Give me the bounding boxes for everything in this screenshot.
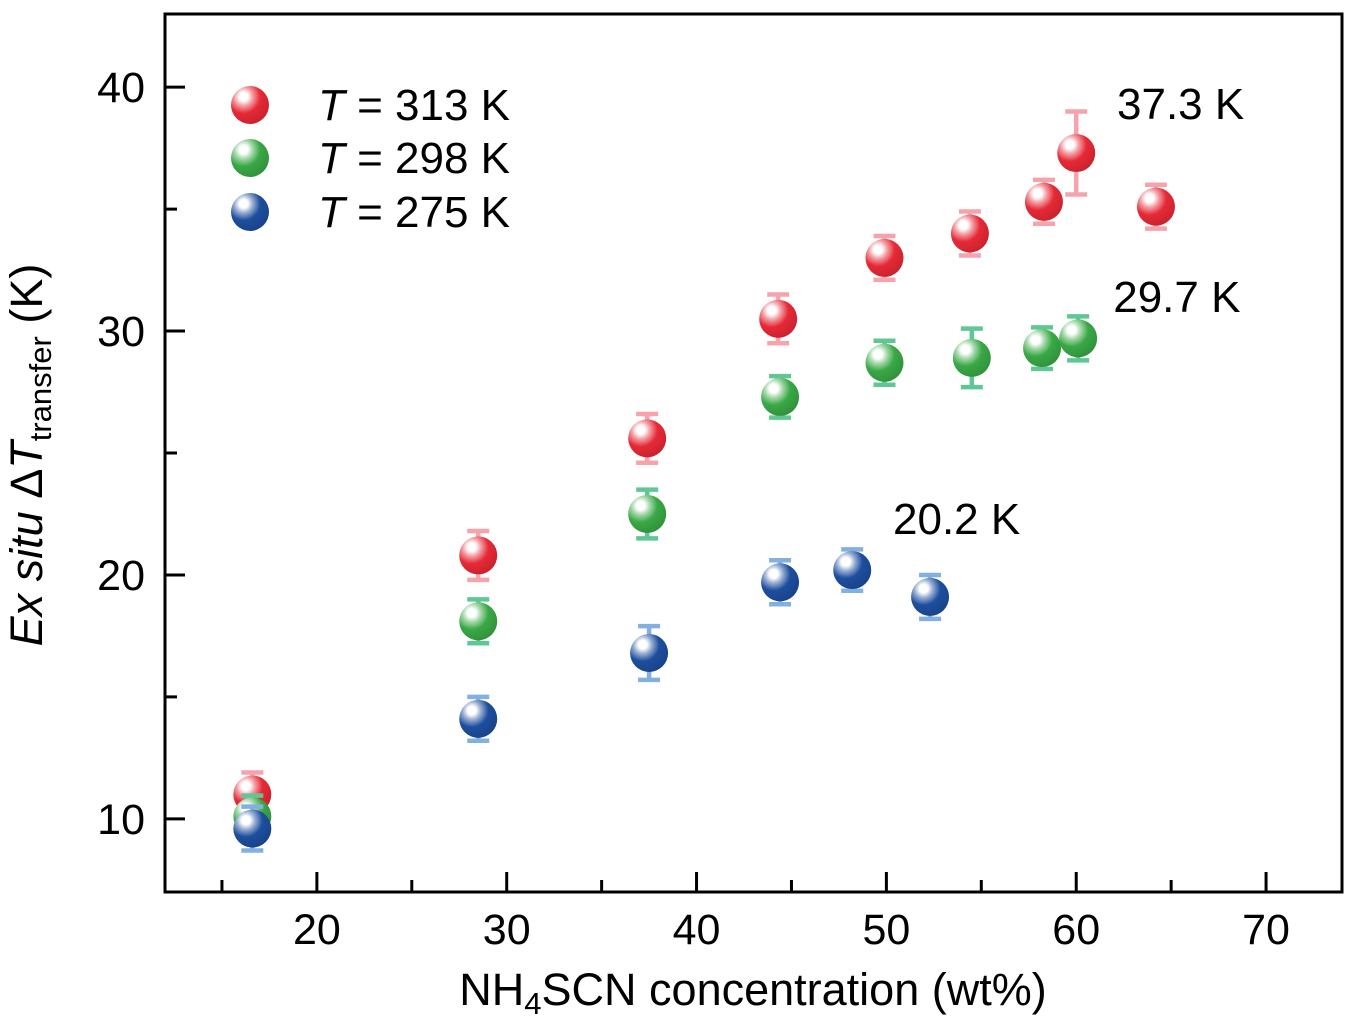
y-axis-label: Ex situ ΔTtransfer (K) bbox=[1, 264, 58, 647]
data-point-blue bbox=[761, 563, 800, 602]
x-tick-label: 60 bbox=[1052, 906, 1100, 954]
y-tick-label: 10 bbox=[97, 796, 145, 844]
data-point-green bbox=[1023, 329, 1062, 368]
legend-label-t: T bbox=[318, 188, 348, 237]
legend-symbol-blue bbox=[231, 193, 269, 231]
data-point-blue bbox=[459, 699, 498, 738]
legend-label-t: T bbox=[318, 81, 348, 130]
data-point-blue bbox=[833, 551, 872, 590]
data-point-red bbox=[628, 419, 667, 458]
data-point-green bbox=[952, 338, 991, 377]
y-tick-label: 30 bbox=[97, 308, 145, 356]
x-axis-label: NH4SCN concentration (wt%) bbox=[459, 964, 1046, 1021]
data-point-red bbox=[950, 214, 989, 253]
data-point-red bbox=[865, 238, 904, 277]
data-point-green bbox=[1059, 319, 1098, 358]
legend-label-value: = 313 K bbox=[345, 81, 510, 130]
data-point-red bbox=[1057, 134, 1096, 173]
x-tick-label: 70 bbox=[1242, 906, 1290, 954]
legend-label-red: T = 313 K bbox=[318, 81, 510, 130]
y-tick-label: 20 bbox=[97, 552, 145, 600]
annotation-37.3-K: 37.3 K bbox=[1117, 80, 1244, 129]
legend-label-value: = 275 K bbox=[345, 188, 510, 237]
data-point-blue bbox=[630, 633, 669, 672]
data-point-red bbox=[459, 536, 498, 575]
legend-symbol-green bbox=[231, 139, 269, 177]
data-point-blue bbox=[911, 577, 950, 616]
legend-label-blue: T = 275 K bbox=[318, 188, 510, 237]
data-point-green bbox=[865, 343, 904, 382]
data-point-green bbox=[761, 377, 800, 416]
annotation-29.7-K: 29.7 K bbox=[1113, 273, 1240, 322]
legend-label-value: = 298 K bbox=[345, 134, 510, 183]
data-point-red bbox=[1024, 182, 1063, 221]
data-point-blue bbox=[233, 809, 272, 848]
legend-label-green: T = 298 K bbox=[318, 134, 510, 183]
data-point-red bbox=[1136, 187, 1175, 226]
y-tick-label: 40 bbox=[97, 64, 145, 112]
x-tick-label: 30 bbox=[483, 906, 531, 954]
annotation-20.2-K: 20.2 K bbox=[893, 495, 1020, 544]
data-point-green bbox=[628, 494, 667, 533]
legend-label-t: T bbox=[318, 134, 348, 183]
data-point-red bbox=[759, 299, 798, 338]
x-tick-label: 20 bbox=[293, 906, 341, 954]
data-point-green bbox=[459, 602, 498, 641]
x-tick-label: 40 bbox=[673, 906, 721, 954]
x-tick-label: 50 bbox=[862, 906, 910, 954]
legend-symbol-red bbox=[231, 86, 269, 124]
